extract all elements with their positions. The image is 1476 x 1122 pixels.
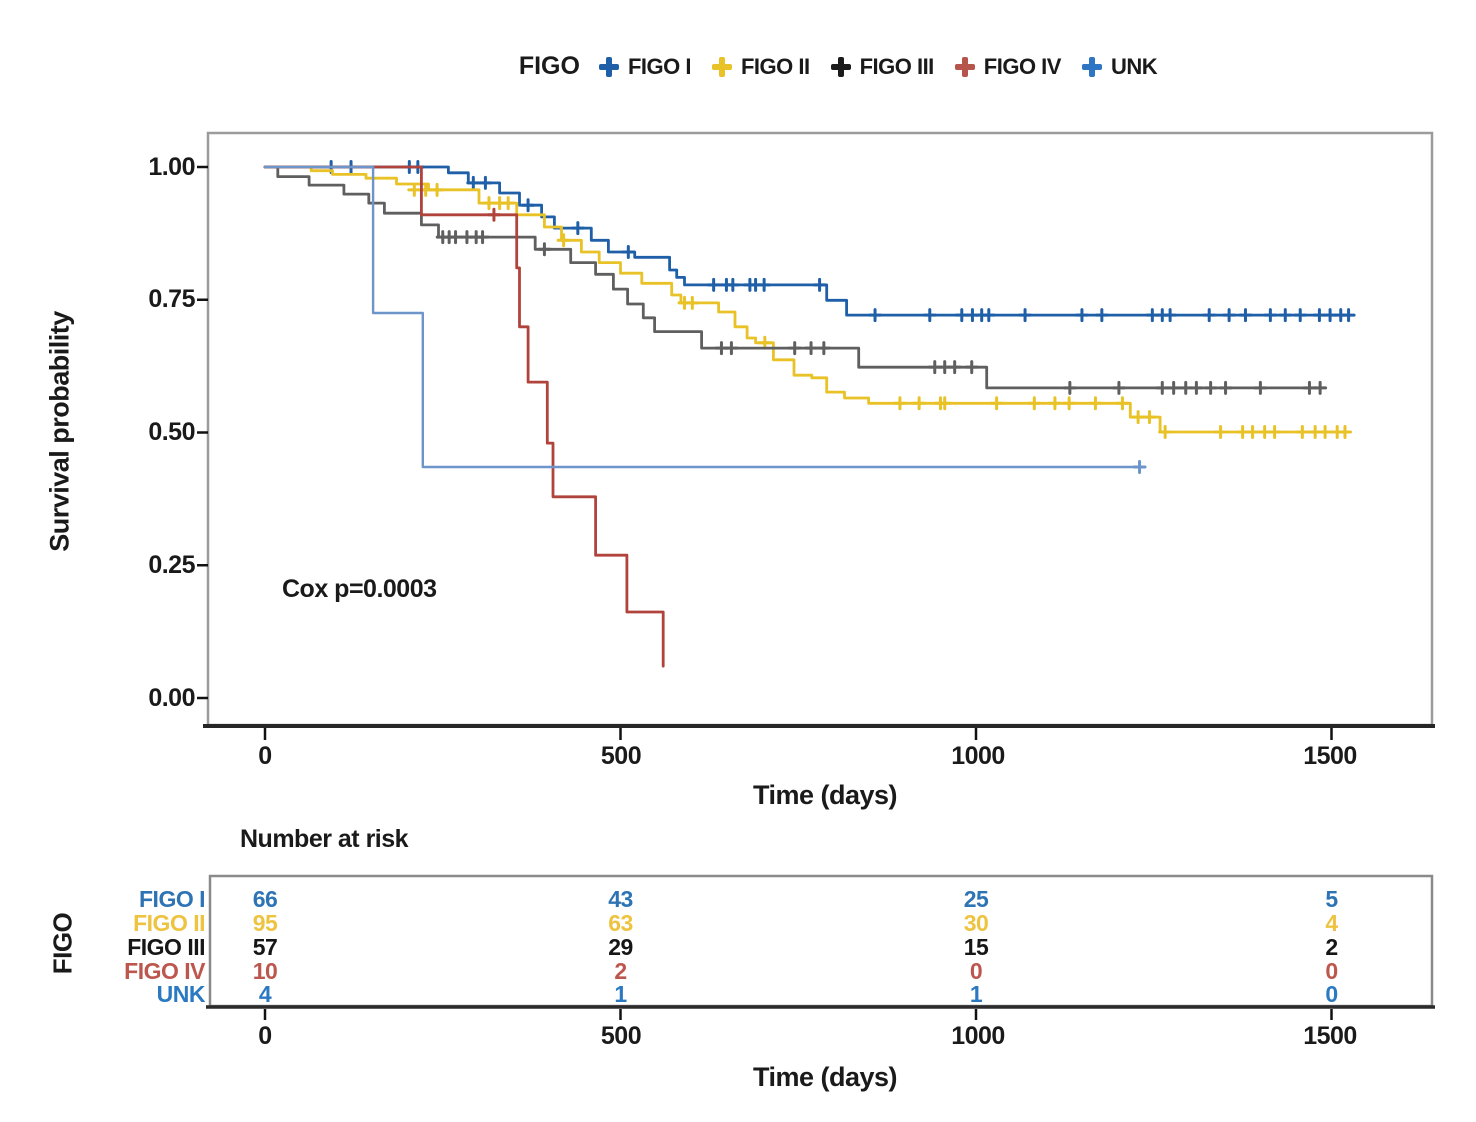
- km-curve-figo-iv: [263, 165, 665, 668]
- y-tick-0.00: 0.00: [148, 684, 195, 712]
- risk-row-label-figo-ii: FIGO II: [133, 910, 205, 936]
- risk-value: 25: [963, 886, 989, 912]
- risk-x-tick-0: 0: [258, 1022, 272, 1050]
- legend-item-figo-i: FIGO I: [598, 54, 691, 80]
- km-curve-unk: [263, 165, 1141, 469]
- risk-value: 43: [608, 886, 633, 912]
- legend-plus-icon: [598, 56, 620, 78]
- legend: FIGO FIGO I FIGO II FIGO III FIGO IV UNK: [210, 52, 1466, 81]
- x-tick-0: 0: [258, 742, 272, 770]
- legend-title: FIGO: [518, 52, 580, 80]
- risk-row-label-figo-iii: FIGO III: [127, 934, 205, 960]
- km-curve-figo-iii: [263, 165, 1324, 390]
- risk-value: 95: [252, 910, 278, 936]
- y-axis-title: Survival probability: [44, 311, 75, 552]
- legend-item-figo-iv: FIGO IV: [954, 54, 1061, 80]
- risk-value: 4: [1325, 910, 1338, 936]
- risk-row-label-figo-i: FIGO I: [139, 886, 206, 912]
- risk-value: 63: [608, 910, 633, 936]
- x-tick-1500: 1500: [1303, 742, 1357, 770]
- risk-value: 2: [1325, 934, 1338, 960]
- legend-item-figo-iii: FIGO III: [830, 54, 934, 80]
- risk-table-title: Number at risk: [240, 825, 409, 853]
- legend-item-label: FIGO II: [740, 53, 810, 79]
- y-tick-0.25: 0.25: [148, 551, 195, 579]
- risk-value: 0: [1325, 958, 1338, 984]
- risk-value: 66: [252, 886, 278, 912]
- risk-value: 4: [258, 981, 272, 1007]
- risk-row-label-figo-iv: FIGO IV: [124, 958, 205, 984]
- legend-plus-icon: [954, 56, 976, 78]
- legend-plus-icon: [711, 56, 733, 78]
- y-tick-0.75: 0.75: [148, 285, 195, 313]
- risk-table-frame: [208, 874, 1434, 1008]
- x-tick-1000: 1000: [951, 742, 1005, 770]
- x-axis-title: Time (days): [752, 780, 898, 810]
- risk-value: 10: [252, 958, 278, 984]
- cox-p-annotation: Cox p=0.0003: [282, 575, 437, 603]
- plot-frame: [206, 131, 1434, 727]
- risk-x-tick-500: 500: [600, 1022, 642, 1050]
- risk-value: 1: [969, 981, 983, 1007]
- risk-value: 57: [252, 934, 278, 960]
- risk-value: 29: [608, 934, 633, 960]
- legend-item-label: FIGO III: [859, 53, 935, 79]
- risk-value: 0: [1325, 981, 1338, 1007]
- legend-item-unk: UNK: [1081, 53, 1158, 80]
- legend-plus-icon: [830, 56, 852, 78]
- risk-value: 15: [963, 934, 989, 960]
- risk-x-axis-title: Time (days): [752, 1062, 898, 1092]
- km-curve-figo-ii: [263, 165, 1348, 434]
- legend-items: FIGO I FIGO II FIGO III FIGO IV UNK: [598, 53, 1158, 80]
- risk-value: 1: [614, 981, 627, 1007]
- x-tick-500: 500: [600, 742, 642, 770]
- y-tick-0.50: 0.50: [148, 418, 195, 446]
- risk-value: 5: [1325, 886, 1338, 912]
- legend-item-label: UNK: [1110, 53, 1158, 79]
- legend-item-figo-ii: FIGO II: [711, 54, 810, 80]
- risk-value: 30: [963, 910, 989, 936]
- y-tick-1.00: 1.00: [148, 153, 195, 181]
- legend-item-label: FIGO IV: [983, 53, 1062, 79]
- risk-value: 2: [614, 958, 627, 984]
- risk-value: 0: [969, 958, 983, 984]
- risk-row-label-unk: UNK: [156, 981, 206, 1007]
- legend-item-label: FIGO I: [627, 53, 692, 79]
- risk-x-tick-1500: 1500: [1303, 1022, 1357, 1050]
- risk-x-tick-1000: 1000: [951, 1022, 1005, 1050]
- legend-plus-icon: [1081, 56, 1103, 78]
